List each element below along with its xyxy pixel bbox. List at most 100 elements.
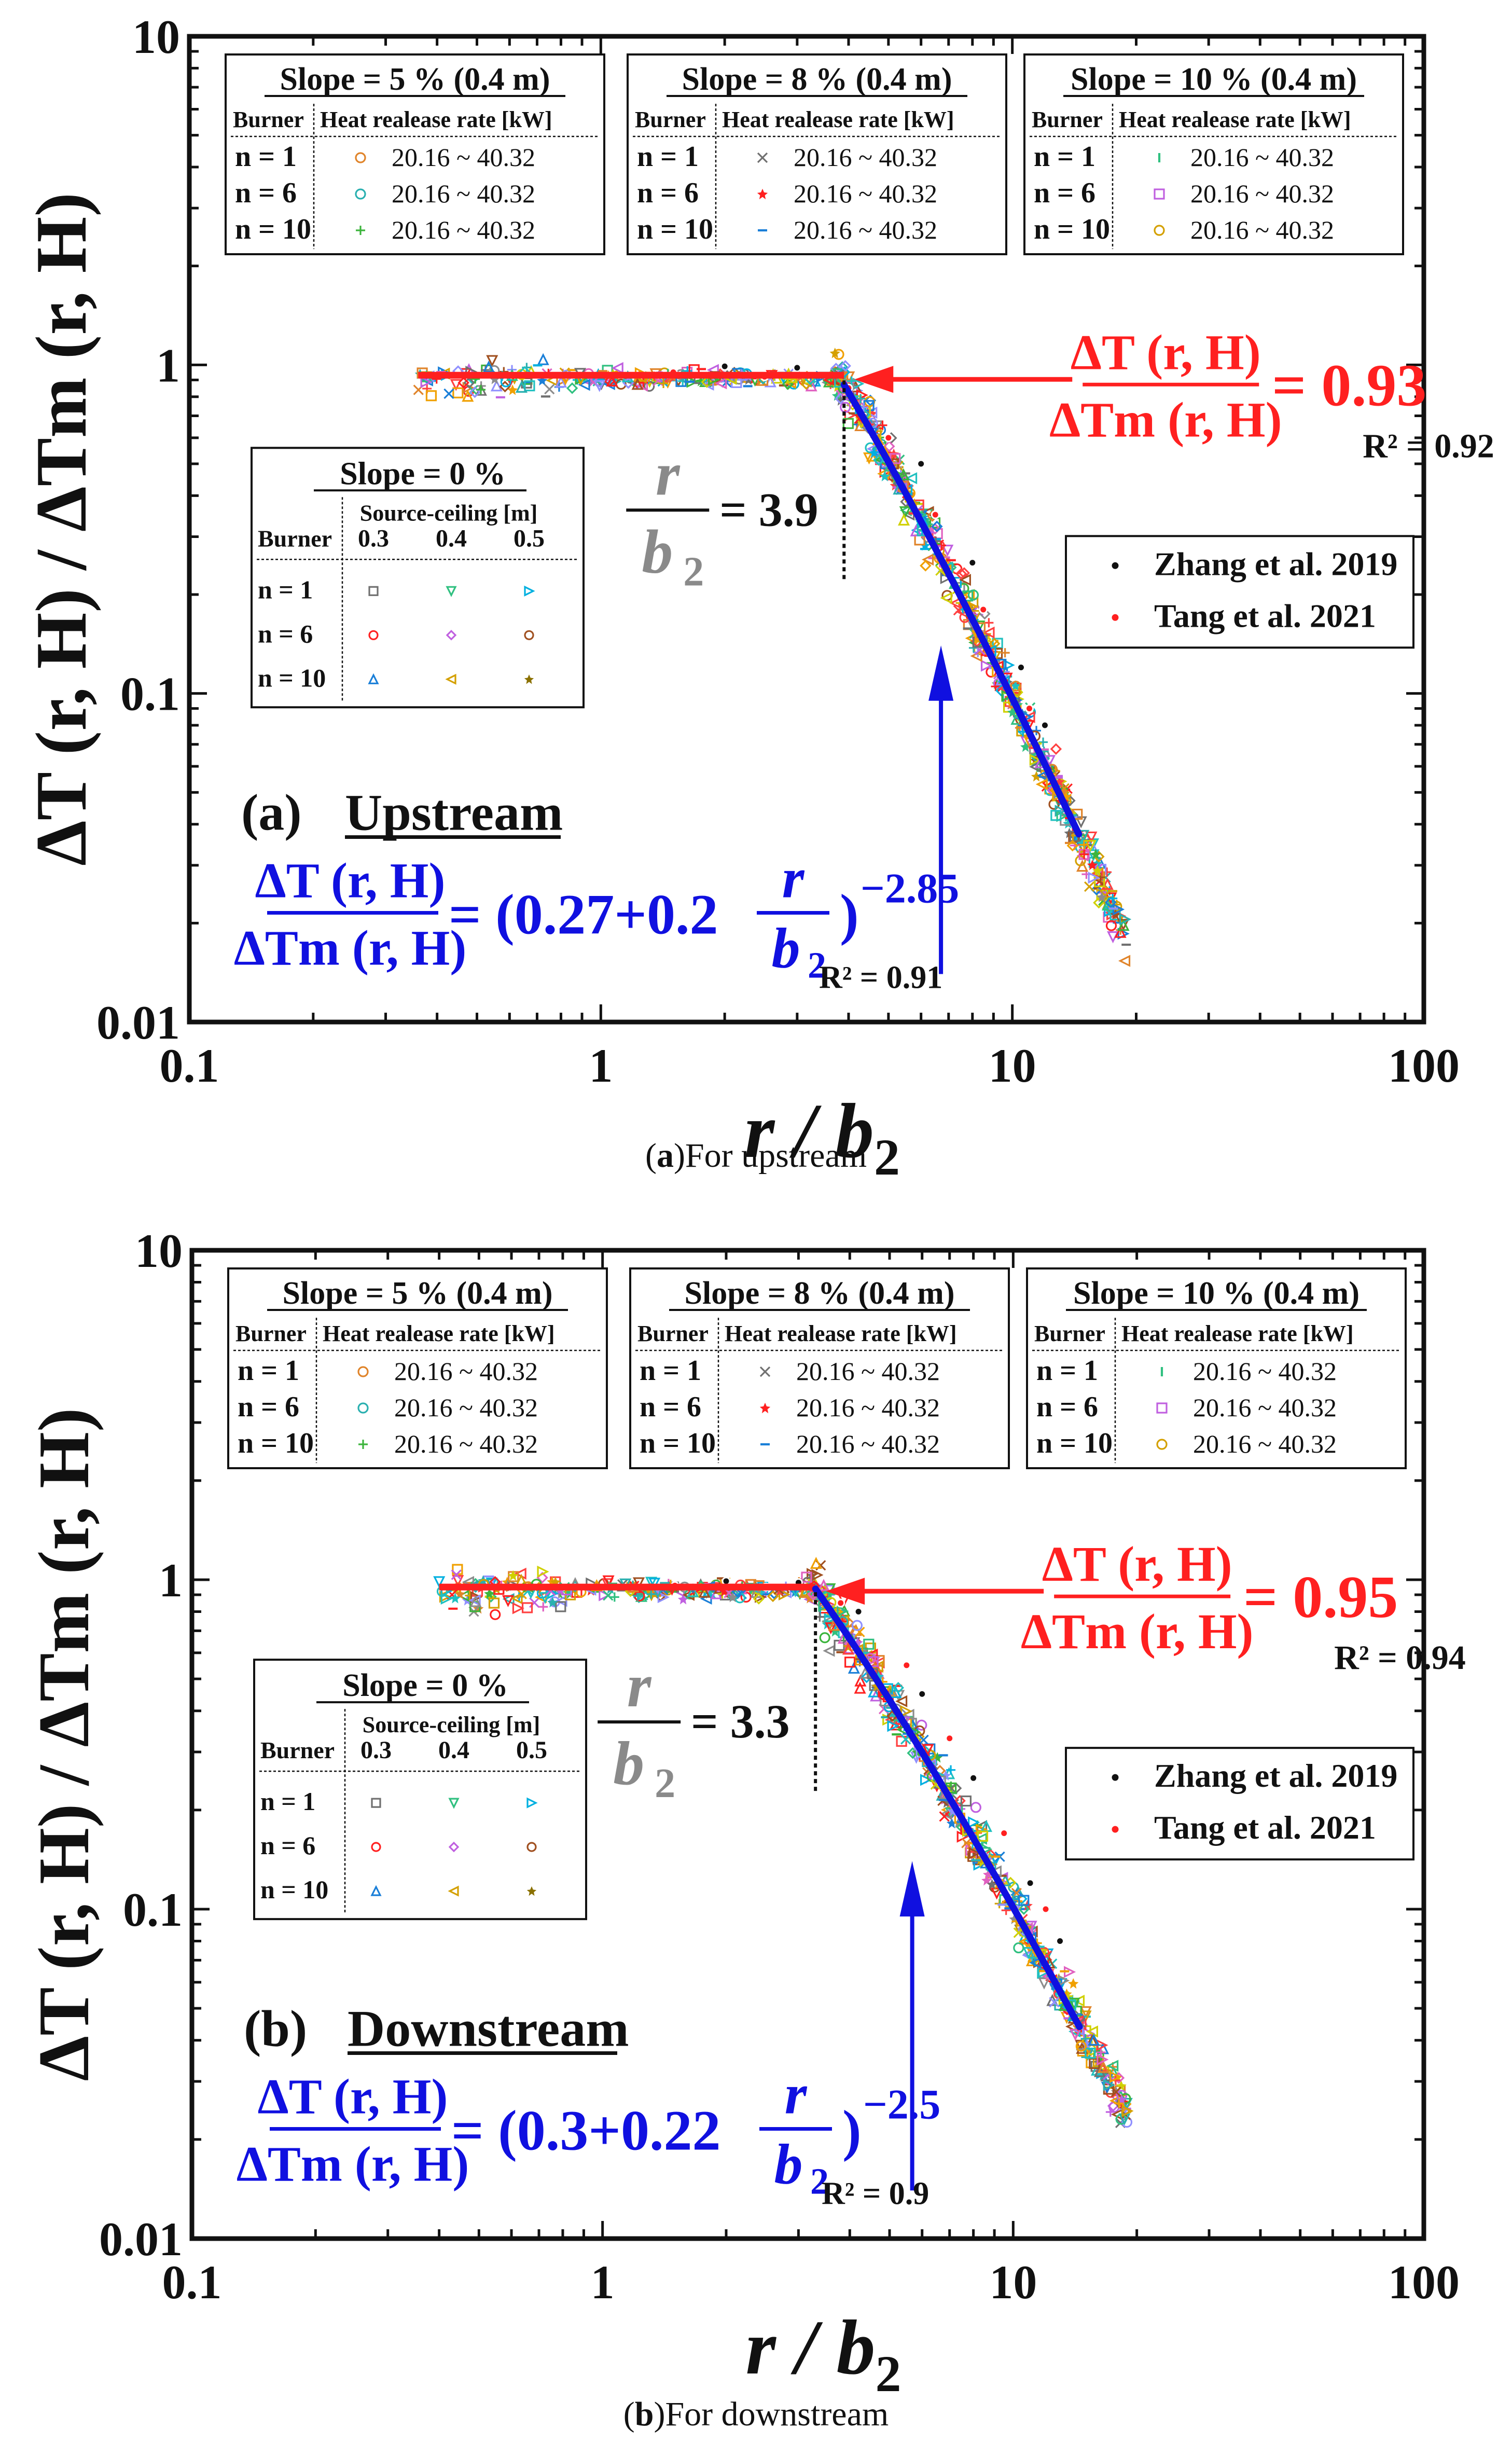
data-point [837,1605,849,1618]
legend-header-hrr: Heat realease rate [kW] [725,1321,957,1346]
data-point [847,376,856,386]
legend-burner-count: n = 1 [1034,141,1095,173]
data-point [451,1569,462,1580]
legend-title: Slope = 8 % (0.4 m) [682,62,952,97]
data-point [1038,737,1048,747]
legend-slope5: Slope = 5 % (0.4 m) Burner Heat realease r… [227,1267,608,1469]
data-point [544,383,555,395]
legend-ref-marker [1110,1772,1120,1783]
data-point [954,1795,966,1807]
fit-arrow-head [928,645,954,701]
data-point [687,1585,699,1597]
legend-burner-count: n = 10 [1034,213,1110,245]
data-point [931,520,943,532]
tang-point [979,605,988,614]
x-axis-label-main: r / b [745,2304,875,2391]
data-point [992,638,1003,649]
legend-subtitle: Source-ceiling [m] [363,1712,540,1737]
data-point [811,1569,824,1581]
zhang-point [793,363,802,372]
x-tick-label: 10 [989,1039,1036,1092]
fit-eq-denominator: ΔTm (r, H) [234,920,467,976]
data-point [863,452,876,465]
zhang-point [1025,1879,1035,1888]
legend-burner-count: n = 6 [640,1391,701,1423]
caption-downstream: (b)For downstream [0,2395,1512,2434]
data-point [526,1797,538,1809]
data-point [1101,898,1114,911]
legend-header-hrr: Heat realease rate [kW] [722,107,954,132]
data-point [593,380,606,392]
data-point [448,1798,460,1809]
data-point [1109,2071,1122,2083]
fit-eq-paren: ) [842,2099,862,2162]
data-point [863,1638,875,1650]
data-point [566,382,578,394]
x-axis-label-main: r / b [744,1088,874,1174]
legend-slope0: Slope = 0 % Source-ceiling [m] Burner 0.3 0.… [253,1659,587,1921]
panel-label: (b) [244,2000,307,2058]
data-point [606,374,618,387]
data-point [521,1602,533,1613]
data-point [526,1842,537,1852]
plateau-r2: R² = 0.92 [1363,427,1494,465]
data-point [977,1830,989,1842]
data-point [1022,1947,1035,1959]
data-point [753,1593,765,1605]
legend-hrr-range: 20.16 ~ 40.32 [1190,215,1334,244]
fit-eq-paren: ) [840,883,859,946]
data-point [887,1720,899,1732]
data-point [611,362,623,375]
data-point [457,377,469,389]
data-point [1118,955,1131,967]
legend-hrr-range: 20.16 ~ 40.32 [392,215,535,244]
legend-burner-count: n = 10 [235,213,311,245]
legend-hrr-range: 20.16 ~ 40.32 [1193,1393,1337,1422]
zhang-point [1056,1937,1065,1946]
legend-burner-count: n = 10 [640,1427,716,1459]
data-point [1010,712,1023,725]
legend-box [253,1659,587,1921]
data-point [879,471,891,481]
data-point [939,1811,950,1822]
data-point [609,1592,619,1602]
caption-rest: )For downstream [654,2395,889,2433]
data-point [844,1657,856,1668]
data-point [1043,755,1056,767]
legend-ref-marker [1110,560,1120,571]
data-point [515,380,528,393]
data-point [537,375,548,386]
data-point [861,1671,873,1683]
data-point [510,1592,523,1605]
data-point [1029,754,1042,766]
data-point [368,673,379,684]
data-point [854,1681,866,1694]
data-point [960,1795,972,1807]
tang-point [884,433,893,443]
data-point [484,1588,495,1599]
data-point [810,1556,822,1569]
legend-burner-count: n = 6 [238,1391,299,1423]
data-point [603,1590,614,1601]
legend-burner-count: n = 1 [637,141,699,173]
power-fit-line [812,1585,1083,2031]
legend-burner-count: n = 1 [640,1355,701,1387]
data-point [355,188,366,200]
data-point [420,376,433,388]
breakpoint-b-sub: 2 [683,549,704,595]
data-point [454,1588,465,1599]
data-point [940,572,952,585]
data-point [659,379,669,389]
fit-eq-b-sub: 2 [808,945,826,986]
legend-box [1065,1747,1414,1861]
plateau-r2: R² = 0.94 [1334,1639,1466,1677]
data-point [646,1589,656,1599]
data-point [967,589,979,601]
data-point [892,1681,905,1694]
legend-ref-label: Zhang et al. 2019 [1154,545,1397,582]
data-point [1114,2099,1124,2108]
legend-header-burner: Burner [637,1321,709,1346]
legend-col-header: 0.4 [438,1736,469,1764]
data-point [1018,1895,1030,1906]
